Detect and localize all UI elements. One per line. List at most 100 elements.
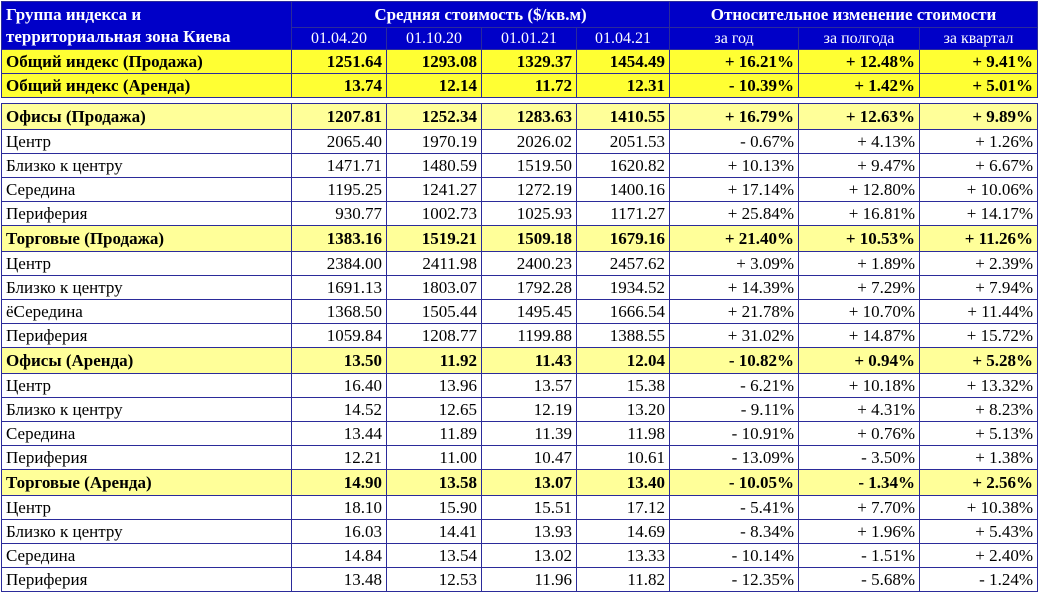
cost-cell: 1251.64 [291, 49, 387, 74]
header-date: 01.01.21 [481, 27, 577, 50]
cost-cell: 1620.82 [576, 153, 670, 178]
change-cell: + 14.87% [798, 323, 920, 348]
cost-cell: 1691.13 [291, 275, 387, 300]
change-cell: + 6.67% [919, 153, 1038, 178]
row-label: Центр [1, 251, 292, 276]
cost-cell: 1283.63 [481, 103, 577, 130]
cost-cell: 11.43 [481, 347, 577, 374]
cost-cell: 1241.27 [386, 177, 482, 202]
change-cell: - 8.34% [669, 519, 799, 544]
zone-row: Близко к центру 1471.71 1480.59 1519.50 1620… [1, 153, 1038, 178]
change-cell: - 10.14% [669, 543, 799, 568]
change-cell: + 2.39% [919, 251, 1038, 276]
change-cell: - 3.50% [798, 445, 920, 470]
row-label: Близко к центру [1, 397, 292, 422]
change-cell: - 5.41% [669, 495, 799, 520]
cost-cell: 15.38 [576, 373, 670, 398]
change-cell: + 4.31% [798, 397, 920, 422]
cost-cell: 11.39 [481, 421, 577, 446]
change-cell: + 3.09% [669, 251, 799, 276]
cost-cell: 13.54 [386, 543, 482, 568]
change-cell: + 16.81% [798, 201, 920, 226]
row-label: Центр [1, 373, 292, 398]
cost-cell: 13.40 [576, 469, 670, 496]
change-cell: + 5.43% [919, 519, 1038, 544]
row-label: Близко к центру [1, 275, 292, 300]
change-cell: + 0.94% [798, 347, 920, 374]
cost-cell: 12.19 [481, 397, 577, 422]
change-cell: + 21.78% [669, 299, 799, 324]
change-cell: + 1.89% [798, 251, 920, 276]
cost-cell: 13.07 [481, 469, 577, 496]
row-label: Офисы (Аренда) [1, 347, 292, 374]
header-title-line2: территориальная зона Киева [6, 26, 231, 46]
change-cell: + 5.13% [919, 421, 1038, 446]
cost-cell: 1410.55 [576, 103, 670, 130]
total-index-row: Общий индекс (Продажа) 1251.64 1293.08 1329… [1, 49, 1039, 74]
cost-cell: 1252.34 [386, 103, 482, 130]
row-label: Середина [1, 543, 292, 568]
change-cell: - 9.11% [669, 397, 799, 422]
change-cell: - 10.39% [669, 73, 800, 98]
header-relative-change: Относительное изменение стоимости [669, 1, 1039, 28]
row-label: Общий индекс (Продажа) [1, 49, 292, 74]
row-label: Близко к центру [1, 519, 292, 544]
header-period: за квартал [919, 27, 1039, 50]
zone-row: ёСередина 1368.50 1505.44 1495.45 1666.54 + 2… [1, 299, 1038, 324]
change-cell: - 1.51% [798, 543, 920, 568]
change-cell: + 9.89% [919, 103, 1038, 130]
header-avg-cost: Средняя стоимость ($/кв.м) [290, 1, 671, 28]
cost-cell: 1329.37 [481, 49, 577, 74]
cost-cell: 1195.25 [291, 177, 387, 202]
cost-cell: 13.44 [291, 421, 387, 446]
change-cell: + 10.18% [798, 373, 920, 398]
cost-cell: 13.50 [291, 347, 387, 374]
cost-cell: 1495.45 [481, 299, 577, 324]
change-cell: + 7.29% [798, 275, 920, 300]
cost-cell: 13.58 [386, 469, 482, 496]
cost-cell: 11.72 [481, 73, 577, 98]
change-cell: - 6.21% [669, 373, 799, 398]
zone-row: Центр 18.10 15.90 15.51 17.12- 5.41% + 7.70% +… [1, 495, 1038, 520]
cost-cell: 14.52 [291, 397, 387, 422]
cost-cell: 1934.52 [576, 275, 670, 300]
header-title: Группа индекса и территориальная зона Ки… [1, 1, 292, 50]
cost-cell: 1368.50 [291, 299, 387, 324]
cost-cell: 10.61 [576, 445, 670, 470]
cost-cell: 1059.84 [291, 323, 387, 348]
cost-cell: 930.77 [291, 201, 387, 226]
cost-cell: 1679.16 [576, 225, 670, 252]
zone-row: Близко к центру 14.52 12.65 12.19 13.20- 9.1… [1, 397, 1038, 422]
row-label: Торговые (Продажа) [1, 225, 292, 252]
header-title-line1: Группа индекса и [6, 4, 142, 24]
cost-cell: 15.90 [386, 495, 482, 520]
change-cell: + 5.28% [919, 347, 1038, 374]
change-cell: - 12.35% [669, 567, 799, 592]
change-cell: + 12.48% [798, 49, 921, 74]
zone-row: Периферия 13.48 12.53 11.96 11.82- 12.35% - 5… [1, 567, 1038, 592]
header-period: за полгода [798, 27, 921, 50]
cost-cell: 14.90 [291, 469, 387, 496]
change-cell: + 10.38% [919, 495, 1038, 520]
group-row: Офисы (Продажа) 1207.81 1252.34 1283.63 1410… [1, 103, 1038, 130]
cost-cell: 2411.98 [386, 251, 482, 276]
zone-row: Центр 2384.00 2411.98 2400.23 2457.62 + 3.09%… [1, 251, 1038, 276]
cost-cell: 18.10 [291, 495, 387, 520]
row-label: Общий индекс (Аренда) [1, 73, 292, 98]
cost-cell: 17.12 [576, 495, 670, 520]
change-cell: + 21.40% [669, 225, 799, 252]
group-row: Офисы (Аренда) 13.50 11.92 11.43 12.04- 10.8… [1, 347, 1038, 374]
table-body: Офисы (Продажа) 1207.81 1252.34 1283.63 1410… [1, 103, 1038, 592]
cost-cell: 1792.28 [481, 275, 577, 300]
row-label: Середина [1, 421, 292, 446]
change-cell: + 8.23% [919, 397, 1038, 422]
cost-cell: 11.00 [386, 445, 482, 470]
cost-cell: 1480.59 [386, 153, 482, 178]
cost-cell: 1002.73 [386, 201, 482, 226]
cost-cell: 12.14 [386, 73, 482, 98]
cost-cell: 11.92 [386, 347, 482, 374]
change-cell: + 16.21% [669, 49, 800, 74]
change-cell: + 13.32% [919, 373, 1038, 398]
change-cell: - 0.67% [669, 129, 799, 154]
